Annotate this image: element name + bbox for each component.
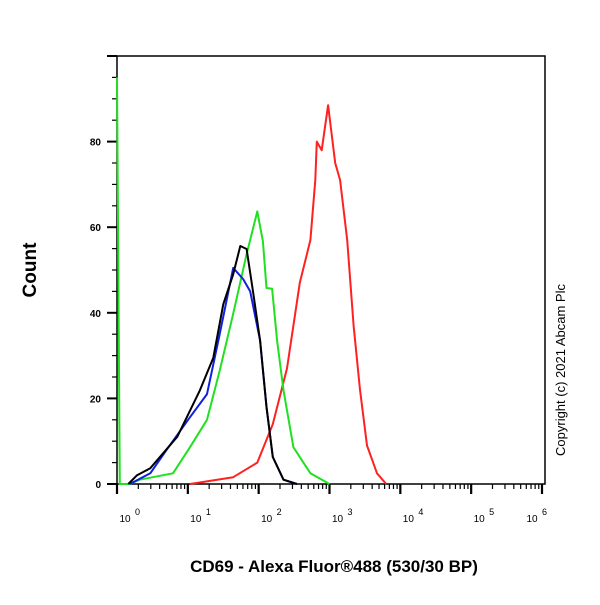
y-tick-label: 80 [90,138,102,149]
x-tick-exponent: 1 [206,507,211,517]
series-line-3 [127,245,298,485]
copyright-annotation: Copyright (c) 2021 Abcam Plc [553,284,568,456]
x-tick-label: 104 [403,507,424,525]
y-tick-label: 0 [95,480,101,491]
y-tick-label: 60 [90,223,102,234]
y-tick-label: 20 [90,394,102,405]
x-tick-base: 10 [474,514,486,525]
x-tick-exponent: 2 [277,507,282,517]
x-axis-label: CD69 - Alexa Fluor®488 (530/30 BP) [190,557,478,576]
y-tick-label: 40 [90,309,102,320]
plot-frame [116,55,546,485]
x-tick-label: 10 1 [190,507,211,525]
x-tick-exponent: 0 [135,507,140,517]
x-tick-base: 10 [119,514,131,525]
x-tick-label: 10 6 [526,507,547,525]
x-tick-base: 10 [332,514,344,525]
y-axis: 0 20 40 60 80 [90,55,117,491]
x-tick-exponent: 4 [418,507,423,517]
x-tick-base: 10 [261,514,273,525]
series-line-1 [116,77,330,485]
x-tick-label: 10 0 [119,507,140,525]
series-group [116,77,387,485]
x-tick-base: 10 [190,514,202,525]
x-tick-base: 10 [526,514,538,525]
x-tick-label: 10 3 [332,507,353,525]
x-tick-exponent: 6 [542,507,547,517]
x-tick-exponent: 5 [489,507,494,517]
x-tick-label: 105 [474,507,495,525]
y-axis-label: Count [20,242,41,298]
x-tick-base: 10 [403,514,415,525]
series-line-0 [189,104,387,485]
x-tick-label: 10 2 [261,507,282,525]
x-tick-exponent: 3 [348,507,353,517]
